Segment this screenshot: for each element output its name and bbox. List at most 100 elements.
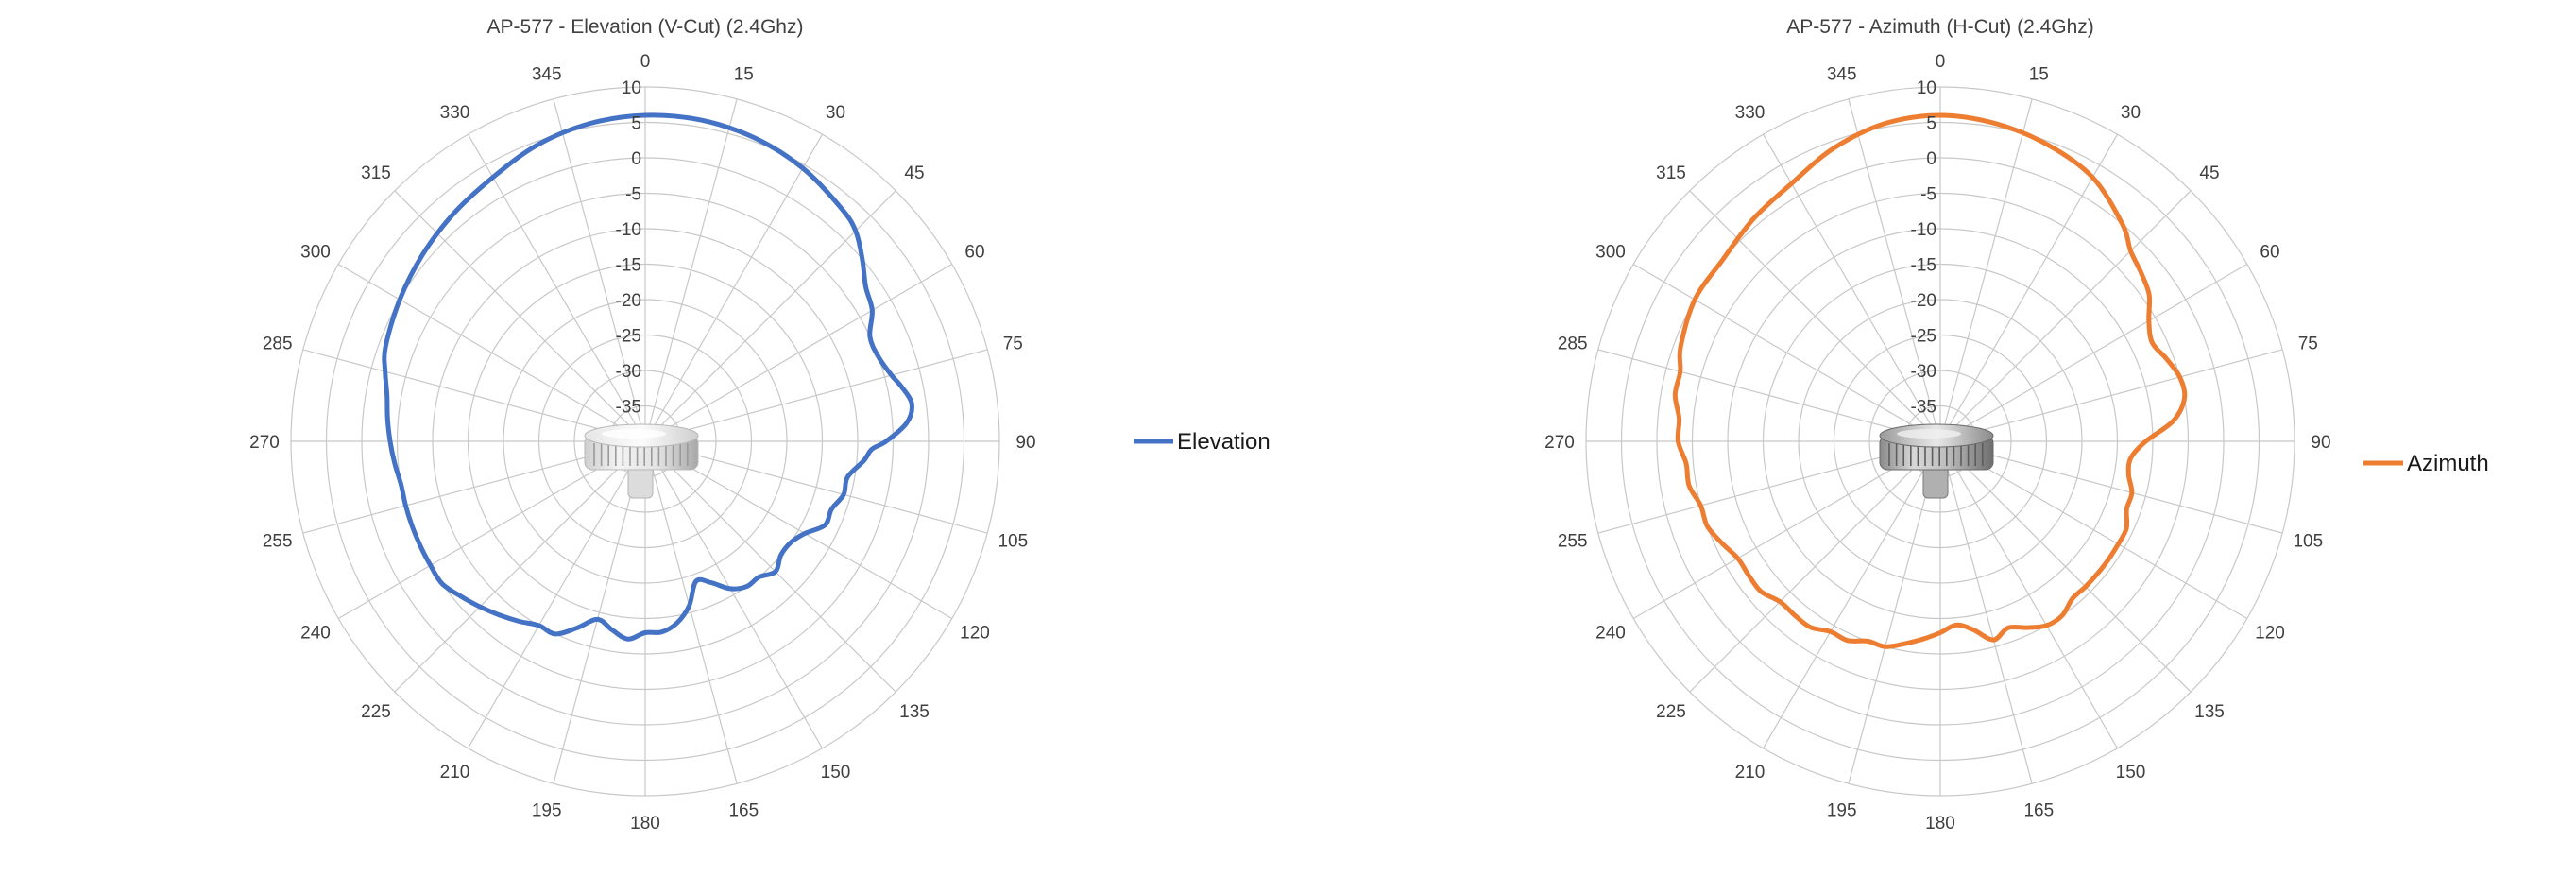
angle-tick-label: 210 [1735,763,1766,782]
grid-spoke [1632,440,1941,620]
grid-spoke [1689,190,1941,442]
angle-tick-label: 150 [2116,763,2146,782]
angle-tick-label: 45 [2199,163,2219,183]
angle-tick-label: 300 [300,243,331,263]
angle-tick-label: 90 [1015,433,1035,453]
radial-tick-label: -30 [616,362,641,382]
polar-grid [290,86,1000,797]
angle-tick-label: 30 [2121,103,2141,123]
grid-spoke [644,133,824,442]
grid-spoke [1939,440,2033,784]
grid-spoke [644,440,824,749]
radial-tick-label: -15 [1911,256,1936,276]
radial-tick-label: -25 [1911,327,1936,347]
angle-tick-label: 225 [361,702,391,722]
grid-spoke [1762,133,1941,442]
grid-spoke [302,349,646,442]
angle-tick-label: 180 [1925,814,1955,834]
grid-spoke [1939,440,2248,620]
radial-tick-label: -35 [616,398,641,418]
angle-tick-label: 30 [826,103,845,123]
angle-tick-label: 75 [1003,335,1023,354]
angle-tick-label: 225 [1656,702,1686,722]
radial-tick-label: -20 [1911,291,1936,311]
grid-spoke [644,98,738,442]
legend: Azimuth [2363,451,2489,476]
grid-spoke [644,440,738,784]
series-line [382,112,914,642]
radial-tick-label: -20 [616,291,641,311]
legend-label: Azimuth [2407,451,2489,476]
angle-tick-label: 330 [1735,103,1766,123]
grid-spoke [1848,440,1941,784]
series-line [1672,112,2188,649]
angle-tick-label: 285 [263,335,293,354]
radial-tick-label: 10 [1917,78,1936,98]
series-layer [382,112,914,642]
grid-spoke [1689,440,1941,693]
angle-tick-label: 300 [1595,243,1626,263]
grid-spoke [1939,440,2283,534]
grid-spoke [467,440,646,749]
grid-spoke [644,440,953,620]
grid-spoke [644,349,988,442]
access-point-photo [584,423,699,499]
angle-tick-label: 120 [960,624,990,644]
radial-tick-label: -10 [616,220,641,240]
angle-tick-labels: 0153045607590105120135150165180195210225… [1544,52,2330,834]
radial-tick-label: -25 [616,327,641,347]
radial-tick-labels: 10 5 0 -5 -10 -15 -20 -25 -30 -35 [1911,78,1936,418]
grid-spoke [1597,349,1941,442]
grid-spoke [1939,440,2119,749]
grid-spoke [553,98,646,442]
angle-tick-label: 195 [1827,800,1857,820]
angle-tick-label: 0 [640,52,651,72]
radial-tick-labels: 10 5 0 -5 -10 -15 -20 -25 -30 -35 [616,78,641,418]
chart-title: AP-577 - Azimuth (H-Cut) (2.4Ghz) [1786,16,2094,38]
grid-spoke [1939,263,2248,442]
angle-tick-label: 165 [728,800,759,820]
angle-tick-label: 120 [2255,624,2285,644]
access-point-photo [1879,423,1994,499]
angle-tick-label: 330 [440,103,470,123]
angle-tick-label: 240 [1595,624,1626,644]
grid-spoke [394,190,646,442]
grid-spoke [644,440,988,534]
radial-tick-label: 0 [1926,149,1936,169]
grid-spoke [1939,133,2119,442]
angle-tick-label: 165 [2023,800,2054,820]
radial-tick-label: -5 [625,185,641,205]
angle-tick-label: 270 [1544,433,1575,453]
radial-tick-label: -35 [1911,398,1936,418]
angle-tick-label: 105 [998,531,1028,551]
chart-title: AP-577 - Elevation (V-Cut) (2.4Ghz) [487,16,804,38]
grid-spoke [1939,349,2283,442]
angle-tick-label: 15 [2029,65,2049,85]
legend-label: Elevation [1177,429,1271,455]
angle-tick-label: 105 [2293,531,2323,551]
angle-tick-label: 255 [1558,531,1588,551]
radial-tick-label: 5 [1926,114,1936,134]
series-layer [1672,112,2188,649]
angle-tick-label: 210 [440,763,470,782]
grid-spoke [337,440,646,620]
angle-tick-label: 75 [2298,335,2318,354]
angle-tick-label: 60 [2260,243,2279,263]
angle-tick-label: 150 [821,763,851,782]
grid-spoke [1762,440,1941,749]
azimuth-polar-chart: AP-577 - Azimuth (H-Cut) (2.4Ghz) 0 15 30 4… [1544,16,2489,834]
angle-tick-label: 285 [1558,335,1588,354]
angle-tick-label: 0 [1936,52,1946,72]
angle-tick-label: 315 [1656,163,1686,183]
angle-tick-label: 255 [263,531,293,551]
radial-tick-label: -10 [1911,220,1936,240]
radial-tick-label: -5 [1920,185,1936,205]
grid-spoke [644,190,896,442]
angle-tick-label: 345 [532,65,562,85]
grid-spoke [1848,98,1941,442]
legend: Elevation [1134,429,1271,455]
angle-tick-label: 135 [2194,702,2225,722]
grid-spoke [467,133,646,442]
angle-tick-label: 315 [361,163,391,183]
